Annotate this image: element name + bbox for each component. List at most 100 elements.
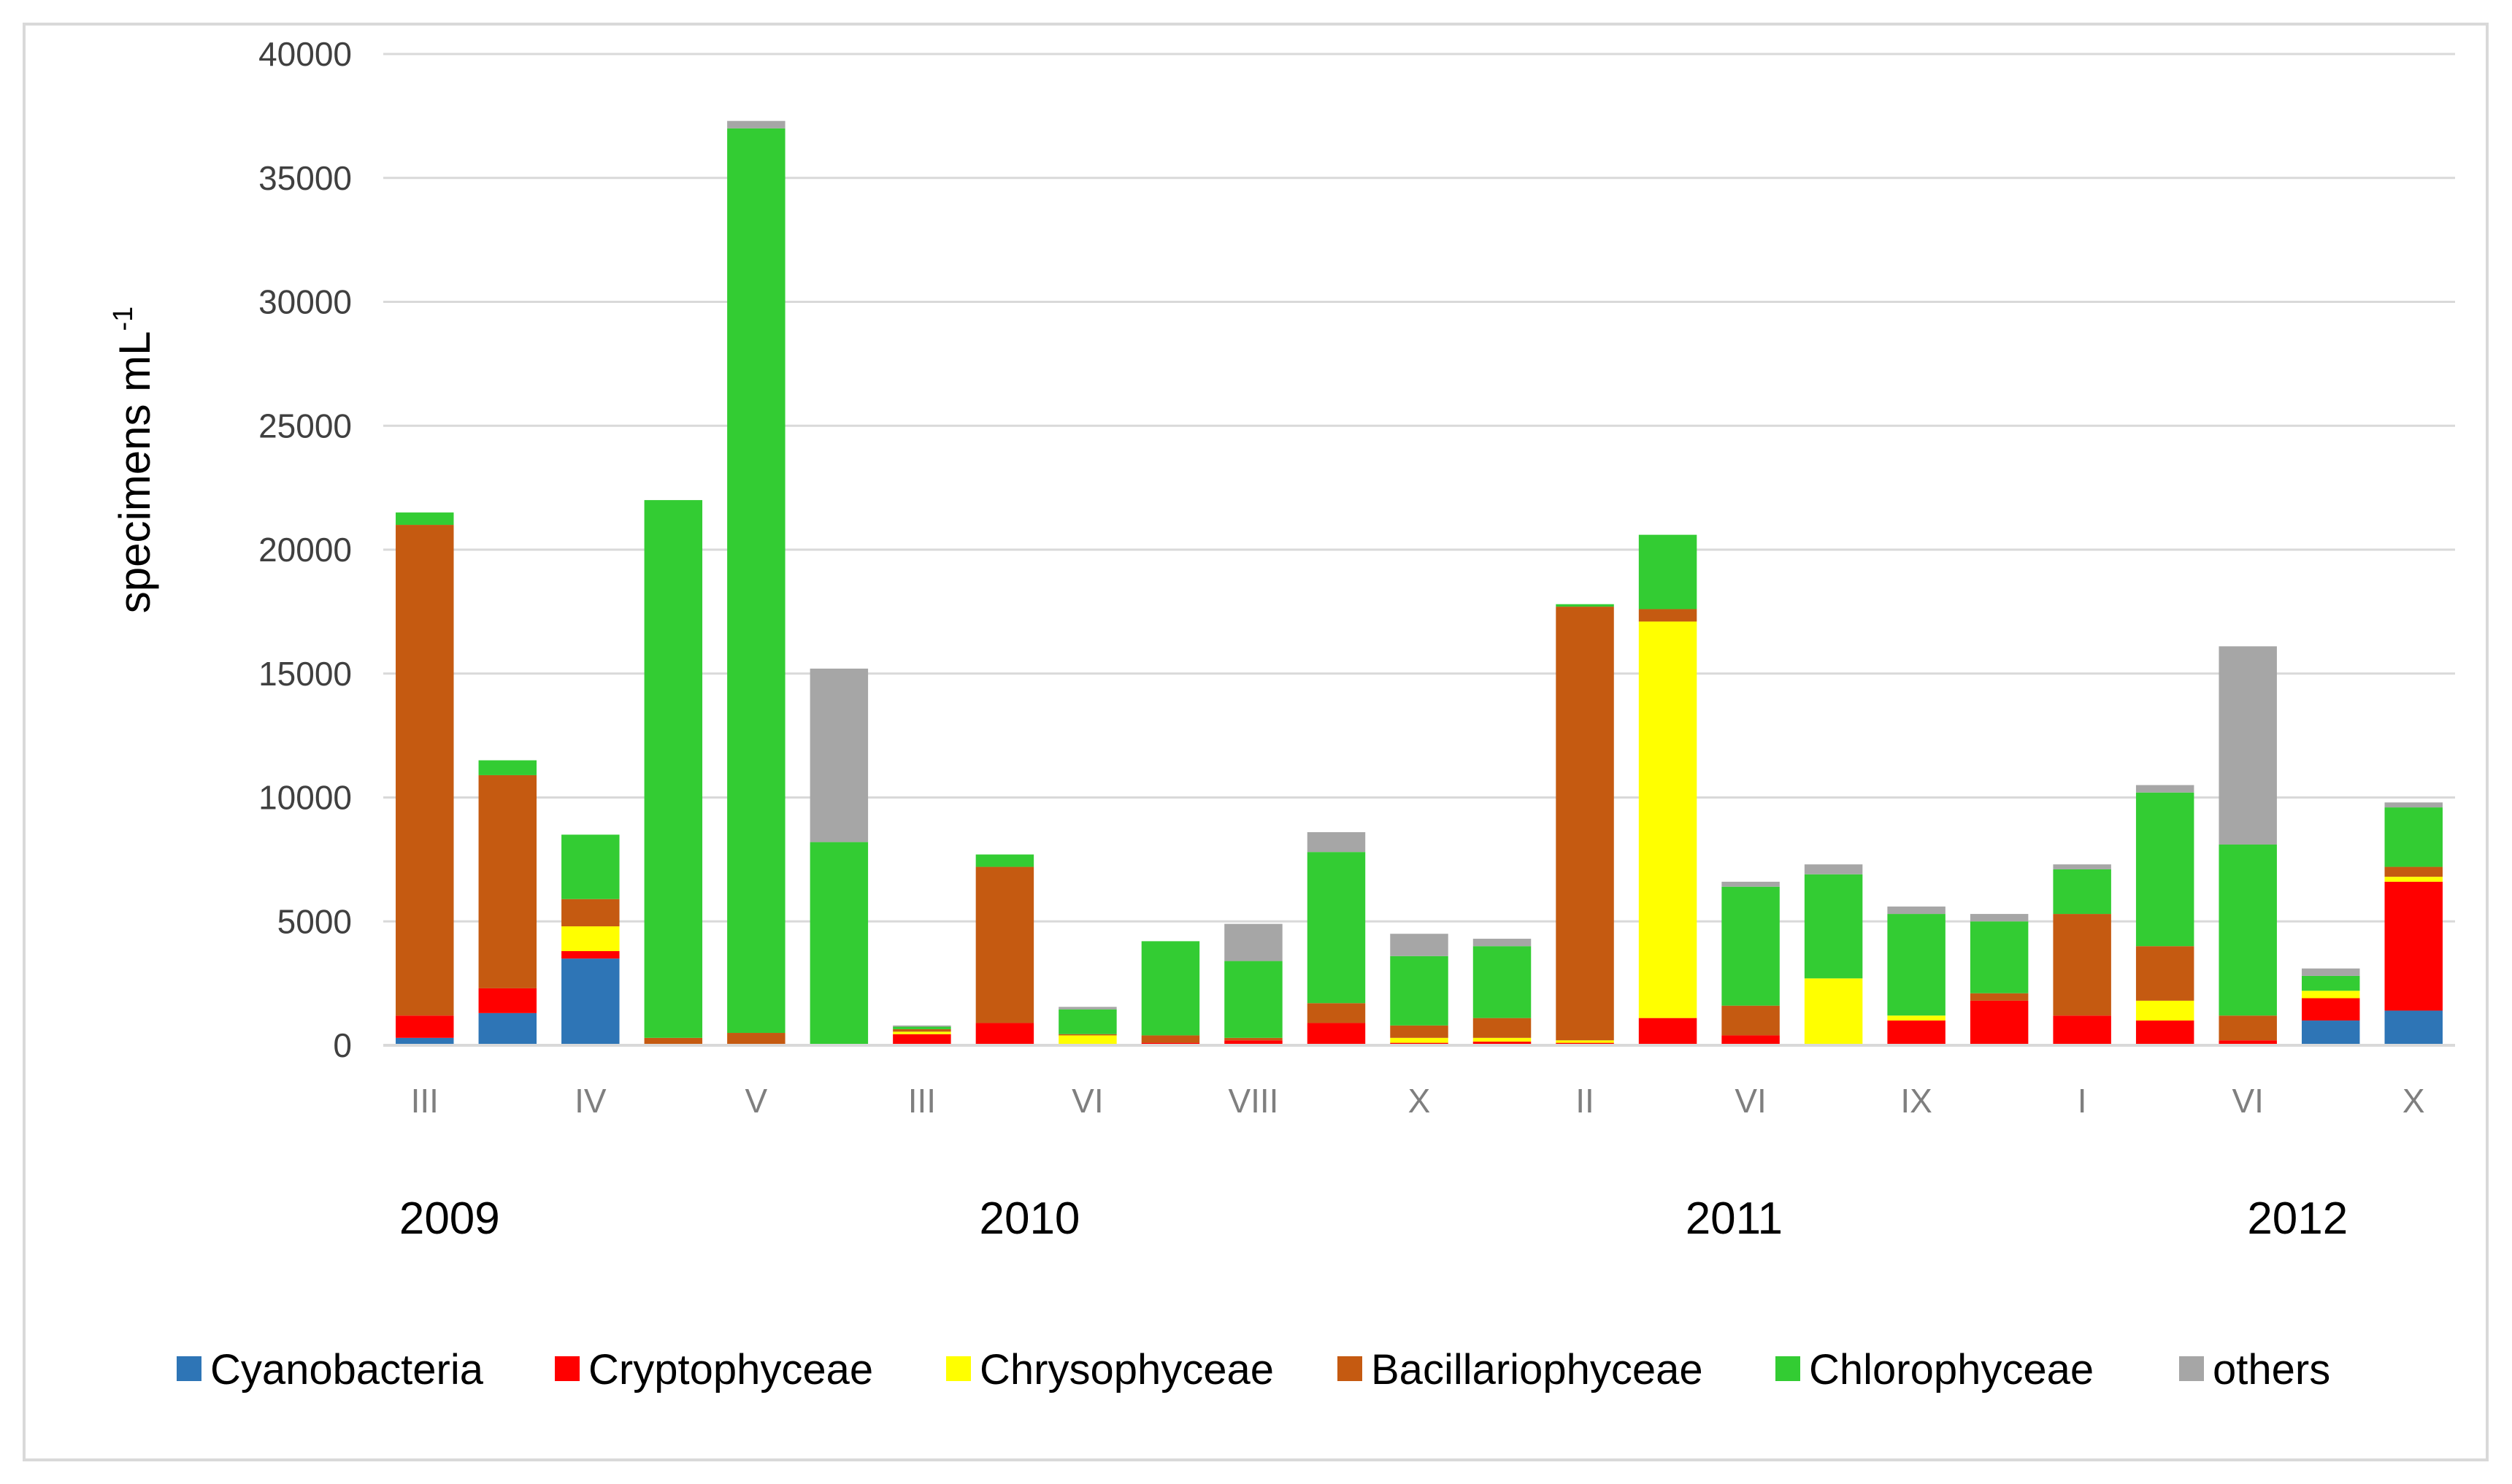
x-tick-label: X <box>1408 1082 1431 1120</box>
y-tick-label: 20000 <box>258 531 352 569</box>
bar-segment-others-17 <box>1804 864 1863 874</box>
bar-segment-others-22 <box>2219 646 2277 845</box>
bar-segment-chlorophyceae-0 <box>396 512 454 526</box>
bar-segment-bacillariophyceae-9 <box>1141 1035 1200 1043</box>
legend-swatch-bacillariophyceae <box>1337 1356 1362 1381</box>
bar-segment-chlorophyceae-9 <box>1141 941 1200 1036</box>
bar-segment-chlorophyceae-21 <box>2135 792 2194 947</box>
bar-segment-chlorophyceae-1 <box>478 760 537 775</box>
bar-segment-cryptophyceae-0 <box>396 1015 454 1038</box>
bar-segment-cryptophyceae-7 <box>975 1023 1034 1045</box>
bar-segment-cryptophyceae-19 <box>1970 1000 2029 1045</box>
x-tick-label: I <box>2078 1082 2087 1120</box>
bar-segment-cyanobacteria-0 <box>396 1037 454 1045</box>
bar-segment-others-21 <box>2135 785 2194 793</box>
bar-segment-chlorophyceae-24 <box>2384 807 2443 867</box>
bar-segment-bacillariophyceae-1 <box>478 774 537 988</box>
bar-segment-chrysophyceae-24 <box>2384 877 2443 882</box>
bar-segment-others-4 <box>727 120 786 128</box>
bar-segment-chrysophyceae-6 <box>893 1031 951 1034</box>
bar-segment-bacillariophyceae-2 <box>561 899 620 927</box>
legend-label: Cyanobacteria <box>210 1346 484 1393</box>
bar-segment-chlorophyceae-10 <box>1224 961 1283 1038</box>
bar-segment-others-8 <box>1059 1007 1117 1010</box>
x-tick-label: III <box>411 1082 439 1120</box>
bar-segment-bacillariophyceae-15 <box>1638 609 1697 622</box>
bar-segment-chlorophyceae-16 <box>1721 886 1780 1006</box>
legend-swatch-others <box>2179 1356 2204 1381</box>
bar-segment-chrysophyceae-21 <box>2135 1000 2194 1021</box>
x-tick-label: VI <box>1735 1082 1766 1120</box>
bar-segment-chlorophyceae-15 <box>1638 534 1697 610</box>
bar-segment-bacillariophyceae-22 <box>2219 1015 2277 1041</box>
bar-segment-cryptophyceae-21 <box>2135 1020 2194 1045</box>
bar-segment-bacillariophyceae-14 <box>1556 607 1614 1041</box>
y-tick-label: 35000 <box>258 159 352 197</box>
bar-segment-chlorophyceae-23 <box>2301 975 2360 991</box>
bar-segment-cryptophyceae-23 <box>2301 998 2360 1021</box>
year-labels: 2009 2010 2011 2012 <box>399 1193 2348 1244</box>
bar-segment-chlorophyceae-20 <box>2053 869 2111 915</box>
bar-segment-chrysophyceae-14 <box>1556 1040 1614 1043</box>
bar-segment-others-16 <box>1721 881 1780 887</box>
bar-segment-cryptophyceae-6 <box>893 1034 951 1045</box>
bar-segment-chrysophyceae-18 <box>1887 1015 1946 1021</box>
legend-label: Cryptophyceae <box>588 1346 873 1393</box>
bar-segment-chlorophyceae-11 <box>1307 852 1366 1004</box>
bar-segment-bacillariophyceae-19 <box>1970 993 2029 1001</box>
bar-segment-others-23 <box>2301 968 2360 976</box>
bar-segment-chrysophyceae-13 <box>1472 1037 1532 1042</box>
bar-segment-cryptophyceae-18 <box>1887 1020 1946 1045</box>
bar-segment-cyanobacteria-24 <box>2384 1010 2443 1045</box>
bar-segment-bacillariophyceae-7 <box>975 866 1034 1023</box>
bar-segment-others-24 <box>2384 802 2443 808</box>
bar-segment-chlorophyceae-3 <box>644 500 703 1038</box>
bar-segment-bacillariophyceae-16 <box>1721 1005 1780 1036</box>
bar-segment-cryptophyceae-2 <box>561 950 620 959</box>
bar-segment-others-11 <box>1307 832 1366 853</box>
legend-label: others <box>2213 1346 2330 1393</box>
bar-segment-cryptophyceae-13 <box>1472 1041 1532 1045</box>
x-tick-label: VIII <box>1228 1082 1278 1120</box>
y-axis-ticks: 0 5000 10000 15000 20000 25000 30000 35000 40000 <box>258 35 352 1064</box>
legend: Cyanobacteria Cryptophyceae Chrysophyceae B… <box>177 1346 2330 1393</box>
bar-segment-chlorophyceae-19 <box>1970 921 2029 993</box>
bar-segment-others-12 <box>1390 934 1448 956</box>
bar-segment-bacillariophyceae-10 <box>1224 1037 1283 1041</box>
bar-segment-chlorophyceae-4 <box>727 128 786 1034</box>
bar-segment-chrysophyceae-12 <box>1390 1037 1448 1043</box>
x-tick-label: IV <box>575 1082 607 1120</box>
bar-segment-chrysophyceae-15 <box>1638 621 1697 1018</box>
bar-segment-chlorophyceae-18 <box>1887 914 1946 1016</box>
bar-segment-bacillariophyceae-0 <box>396 525 454 1016</box>
bar-segment-chlorophyceae-6 <box>893 1026 951 1029</box>
legend-label: Chrysophyceae <box>980 1346 1274 1393</box>
y-tick-label: 10000 <box>258 779 352 817</box>
x-tick-label: III <box>908 1082 936 1120</box>
bar-segment-chlorophyceae-8 <box>1059 1009 1117 1034</box>
legend-swatch-chlorophyceae <box>1775 1356 1800 1381</box>
x-tick-label: VI <box>2232 1082 2263 1120</box>
legend-swatch-chrysophyceae <box>946 1356 971 1381</box>
bar-segment-others-18 <box>1887 906 1946 915</box>
bar-segment-chlorophyceae-12 <box>1390 956 1448 1026</box>
bar-segment-chrysophyceae-2 <box>561 926 620 951</box>
bar-segment-others-10 <box>1224 923 1283 961</box>
year-label: 2009 <box>399 1193 500 1244</box>
bar-segment-cyanobacteria-1 <box>478 1012 537 1045</box>
y-axis-label-superscript: -1 <box>108 307 139 331</box>
bar-segment-cryptophyceae-11 <box>1307 1023 1366 1045</box>
legend-label: Bacillariophyceae <box>1371 1346 1703 1393</box>
bar-segment-cryptophyceae-16 <box>1721 1035 1780 1045</box>
bar-segment-chlorophyceae-14 <box>1556 604 1614 607</box>
bar-segment-bacillariophyceae-8 <box>1059 1034 1117 1036</box>
bar-segment-cyanobacteria-23 <box>2301 1020 2360 1045</box>
bar-segment-cryptophyceae-22 <box>2219 1040 2277 1045</box>
y-tick-label: 40000 <box>258 35 352 73</box>
bar-segment-bacillariophyceae-3 <box>644 1037 703 1045</box>
bar-segment-chlorophyceae-22 <box>2219 845 2277 1016</box>
x-tick-label: VI <box>1072 1082 1103 1120</box>
bar-segment-chlorophyceae-5 <box>810 842 869 1045</box>
bar-segment-bacillariophyceae-6 <box>893 1029 951 1032</box>
